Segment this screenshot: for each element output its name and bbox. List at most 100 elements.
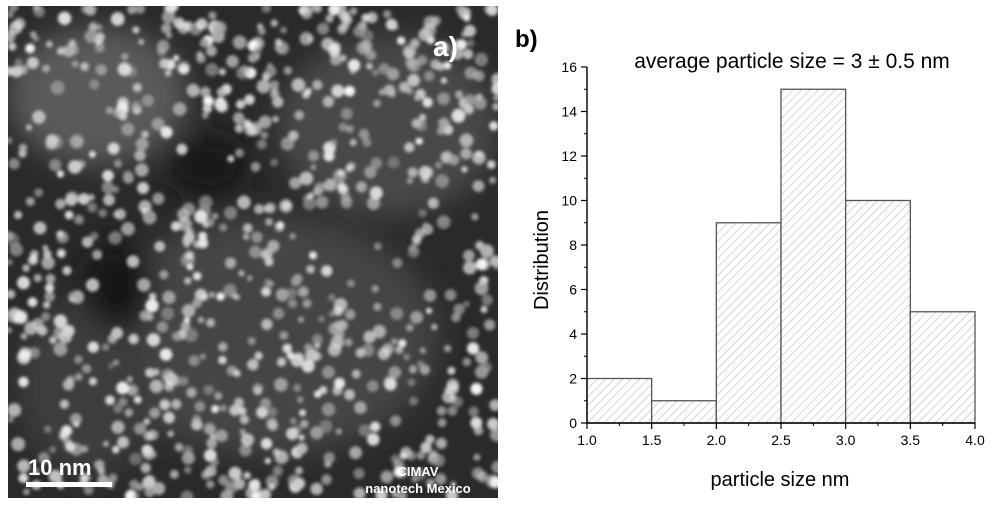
nanoparticle [408, 243, 418, 253]
nanoparticle [203, 422, 216, 435]
nanoparticle [156, 321, 169, 333]
panel-a-label: a) [433, 31, 458, 62]
nanoparticle [126, 384, 139, 397]
nanoparticle [371, 285, 379, 293]
nanoparticle [87, 341, 99, 353]
nanoparticle [309, 251, 317, 260]
nanoparticle [240, 65, 251, 75]
nanoparticle [489, 121, 498, 131]
nanoparticle [242, 223, 253, 234]
nanoparticle [141, 130, 149, 138]
nanoparticle [81, 364, 92, 374]
nanoparticle [344, 85, 355, 97]
nanoparticle [388, 366, 402, 379]
nanoparticle [123, 172, 134, 184]
nanoparticle [471, 467, 484, 480]
nanoparticle [137, 278, 151, 292]
nanoparticle [393, 466, 405, 478]
nanoparticle [20, 332, 28, 340]
nanoparticle [426, 478, 435, 488]
nanoparticle [53, 342, 68, 357]
nanoparticle [216, 292, 225, 301]
nanoparticle [289, 232, 297, 240]
nanoparticle [169, 469, 179, 479]
nanoparticle [463, 14, 471, 22]
nanoparticle [145, 299, 159, 313]
nanoparticle [291, 78, 306, 92]
nanoparticle [96, 24, 103, 31]
nanoparticle [442, 391, 455, 404]
nanoparticle [50, 80, 65, 95]
nanoparticle [297, 316, 305, 323]
nanoparticle [470, 417, 483, 429]
nanoparticle [148, 292, 157, 301]
nanoparticle [252, 478, 261, 487]
nanoparticle [489, 476, 498, 489]
nanoparticle [436, 215, 451, 229]
nanoparticle [111, 327, 124, 339]
x-axis-title: particle size nm [711, 469, 850, 491]
nanoparticle [210, 458, 219, 467]
nanoparticle [162, 290, 176, 304]
nanoparticle [34, 188, 43, 198]
nanoparticle [418, 28, 432, 42]
nanoparticle [74, 373, 83, 381]
nanoparticle [462, 48, 474, 60]
nanoparticle [164, 381, 174, 392]
nanoparticle [283, 66, 293, 75]
nanoparticle [215, 429, 228, 443]
nanoparticle [373, 302, 382, 311]
nanoparticle [77, 193, 90, 205]
nanoparticle [208, 11, 217, 20]
nanoparticle [42, 245, 49, 251]
nanoparticle [117, 62, 132, 76]
nanoparticle [310, 164, 317, 171]
nanoparticle [344, 338, 353, 347]
nanoparticle [140, 462, 151, 474]
nanoparticle [258, 115, 272, 129]
x-tick-label: 3.0 [836, 432, 856, 448]
nanoparticle [436, 126, 446, 136]
nanoparticle [133, 395, 142, 404]
nanoparticle [224, 257, 237, 269]
nanoparticle [467, 342, 480, 355]
nanoparticle [444, 289, 457, 301]
nanoparticle [328, 310, 336, 318]
nanoparticle [159, 58, 170, 69]
nanoparticle [65, 441, 76, 452]
scale-bar [26, 482, 112, 487]
nanoparticle [242, 233, 250, 240]
nanoparticle [65, 193, 78, 207]
nanoparticle [135, 6, 146, 14]
nanoparticle [349, 446, 362, 460]
nanoparticle [14, 58, 23, 66]
nanoparticle [167, 430, 174, 438]
nanoparticle [45, 134, 59, 147]
nanoparticle [229, 404, 241, 416]
nanoparticle [147, 429, 159, 441]
nanoparticle [8, 158, 20, 170]
nanoparticle [418, 208, 427, 218]
nanoparticle [144, 474, 155, 485]
nanoparticle [8, 416, 14, 423]
nanoparticle [431, 199, 440, 207]
nanoparticle [480, 305, 488, 314]
nanoparticle [261, 286, 271, 297]
nanoparticle [27, 297, 38, 308]
nanoparticle [450, 47, 464, 60]
nanoparticle [314, 390, 322, 398]
nanoparticle [276, 357, 287, 367]
nanoparticle [407, 167, 418, 178]
nanoparticle [349, 139, 357, 146]
nanoparticle [279, 331, 289, 340]
nanoparticle [8, 6, 19, 12]
nanoparticle [319, 419, 333, 433]
nanoparticle [258, 27, 266, 36]
nanoparticle [168, 6, 179, 12]
nanoparticle [161, 307, 175, 321]
nanoparticle [378, 88, 386, 96]
nanoparticle [412, 236, 422, 246]
nanoparticle [152, 481, 166, 495]
nanoparticle [132, 26, 140, 34]
nanoparticle [61, 425, 73, 437]
